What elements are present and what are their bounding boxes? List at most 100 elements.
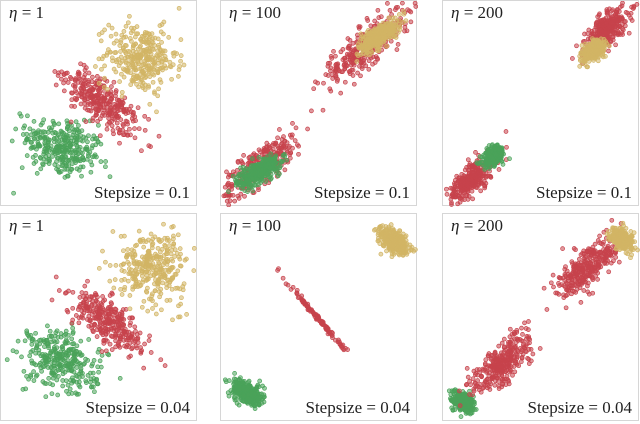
yellow-point <box>119 89 125 95</box>
red-point <box>496 167 502 172</box>
stepsize-label: Stepsize = 0.04 <box>85 398 191 417</box>
red-point <box>456 193 462 199</box>
red-point <box>608 38 614 44</box>
green-point <box>269 156 275 162</box>
red-point <box>139 148 144 154</box>
yellow-point <box>125 20 131 26</box>
red-point <box>96 303 102 309</box>
green-point <box>490 142 495 148</box>
yellow-point <box>121 74 127 80</box>
red-point <box>87 95 93 101</box>
green-point <box>55 139 60 145</box>
yellow-point <box>152 234 158 240</box>
red-point <box>483 181 489 186</box>
green-point <box>33 159 39 164</box>
red-point <box>133 343 139 349</box>
red-point <box>598 27 603 33</box>
red-point <box>358 73 363 79</box>
scatter-panel: η = 100 Stepsize = 0.1 <box>220 0 418 207</box>
red-point <box>86 79 91 85</box>
yellow-point <box>164 257 170 262</box>
yellow-point <box>150 79 156 85</box>
red-point <box>105 92 110 98</box>
red-point <box>287 144 292 149</box>
red-point <box>613 42 618 48</box>
green-point <box>41 117 47 123</box>
red-point <box>49 297 55 303</box>
scatter-panel: η = 1 Stepsize = 0.04 <box>0 213 197 421</box>
yellow-point <box>154 109 159 115</box>
yellow-point <box>403 18 409 24</box>
stepsize-value: 0.1 <box>168 183 190 202</box>
red-point <box>83 119 89 124</box>
yellow-point <box>99 56 105 62</box>
green-point <box>40 351 45 357</box>
yellow-point <box>162 54 168 59</box>
red-point <box>90 118 95 124</box>
green-point <box>70 325 76 331</box>
green-point <box>40 379 46 384</box>
red-point <box>282 138 288 144</box>
yellow-point <box>184 256 189 262</box>
red-point <box>97 99 103 104</box>
yellow-point <box>156 42 161 48</box>
yellow-point <box>113 263 119 268</box>
yellow-point <box>129 25 134 31</box>
yellow-point <box>96 266 102 271</box>
yellow-point <box>146 71 152 76</box>
yellow-point <box>117 79 122 84</box>
green-cluster <box>222 371 267 411</box>
yellow-point <box>150 46 155 52</box>
green-point <box>42 344 47 349</box>
red-point <box>94 334 100 339</box>
scatter-plot <box>444 1 640 207</box>
green-point <box>52 357 57 363</box>
red-point <box>281 134 286 139</box>
stepsize-value: 0.04 <box>160 398 190 417</box>
yellow-point <box>135 52 141 58</box>
yellow-point <box>113 69 119 75</box>
yellow-point <box>160 262 166 268</box>
green-point <box>64 166 70 172</box>
red-point <box>343 62 349 68</box>
green-point <box>88 159 94 165</box>
green-point <box>117 376 123 381</box>
red-point <box>472 174 478 179</box>
green-point <box>51 349 57 355</box>
red-point <box>366 66 372 72</box>
scatter-panel: η = 200 Stepsize = 0.1 <box>442 0 640 207</box>
yellow-point <box>389 22 395 28</box>
yellow-point <box>128 70 133 76</box>
yellow-point <box>155 93 161 99</box>
yellow-point <box>165 251 170 256</box>
green-point <box>24 328 30 334</box>
yellow-point <box>161 272 166 277</box>
yellow-point <box>119 71 124 77</box>
yellow-cluster <box>577 36 612 70</box>
green-point <box>26 376 31 382</box>
red-point <box>130 118 136 124</box>
green-point <box>62 175 68 180</box>
green-point <box>226 393 232 399</box>
green-point <box>249 389 254 395</box>
green-point <box>28 132 34 138</box>
green-point <box>37 361 43 366</box>
yellow-point <box>142 87 148 93</box>
red-point <box>132 324 138 330</box>
red-point <box>90 88 95 93</box>
red-point <box>128 353 133 359</box>
red-point <box>465 157 471 163</box>
yellow-point <box>180 284 186 289</box>
red-point <box>86 323 92 329</box>
red-point <box>84 300 89 306</box>
yellow-point <box>358 52 364 57</box>
red-point <box>294 290 300 296</box>
green-point <box>63 154 69 160</box>
red-point <box>412 1 418 6</box>
yellow-point <box>107 263 113 268</box>
red-point <box>336 68 342 74</box>
red-point <box>473 185 479 190</box>
eta-value: 200 <box>477 3 504 22</box>
yellow-point <box>118 286 123 292</box>
yellow-point <box>108 49 113 55</box>
